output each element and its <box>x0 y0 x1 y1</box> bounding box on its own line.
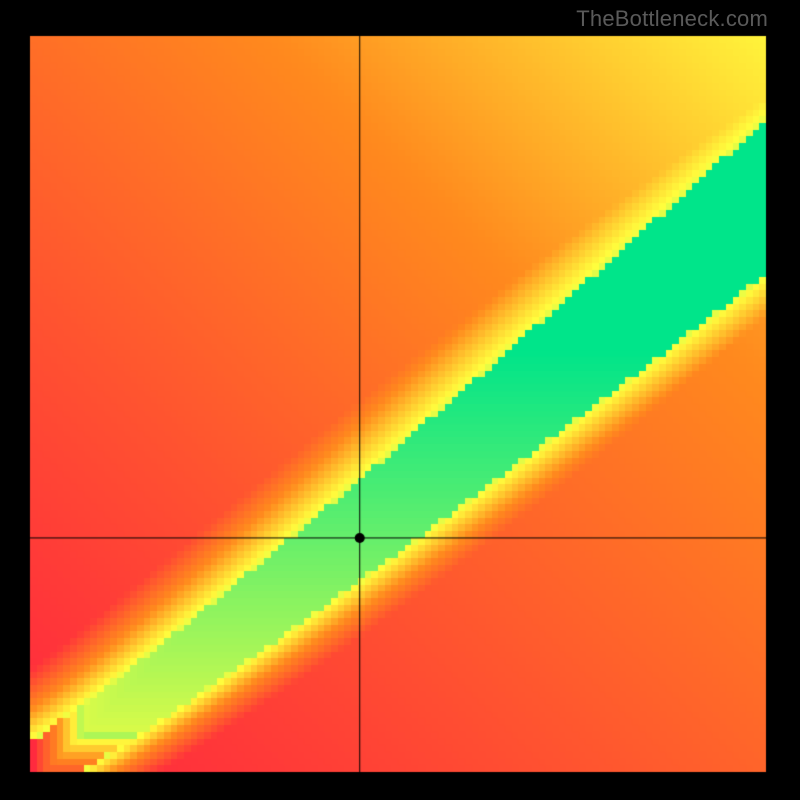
watermark-label: TheBottleneck.com <box>576 6 768 32</box>
bottleneck-heatmap <box>0 0 800 800</box>
chart-container: TheBottleneck.com <box>0 0 800 800</box>
